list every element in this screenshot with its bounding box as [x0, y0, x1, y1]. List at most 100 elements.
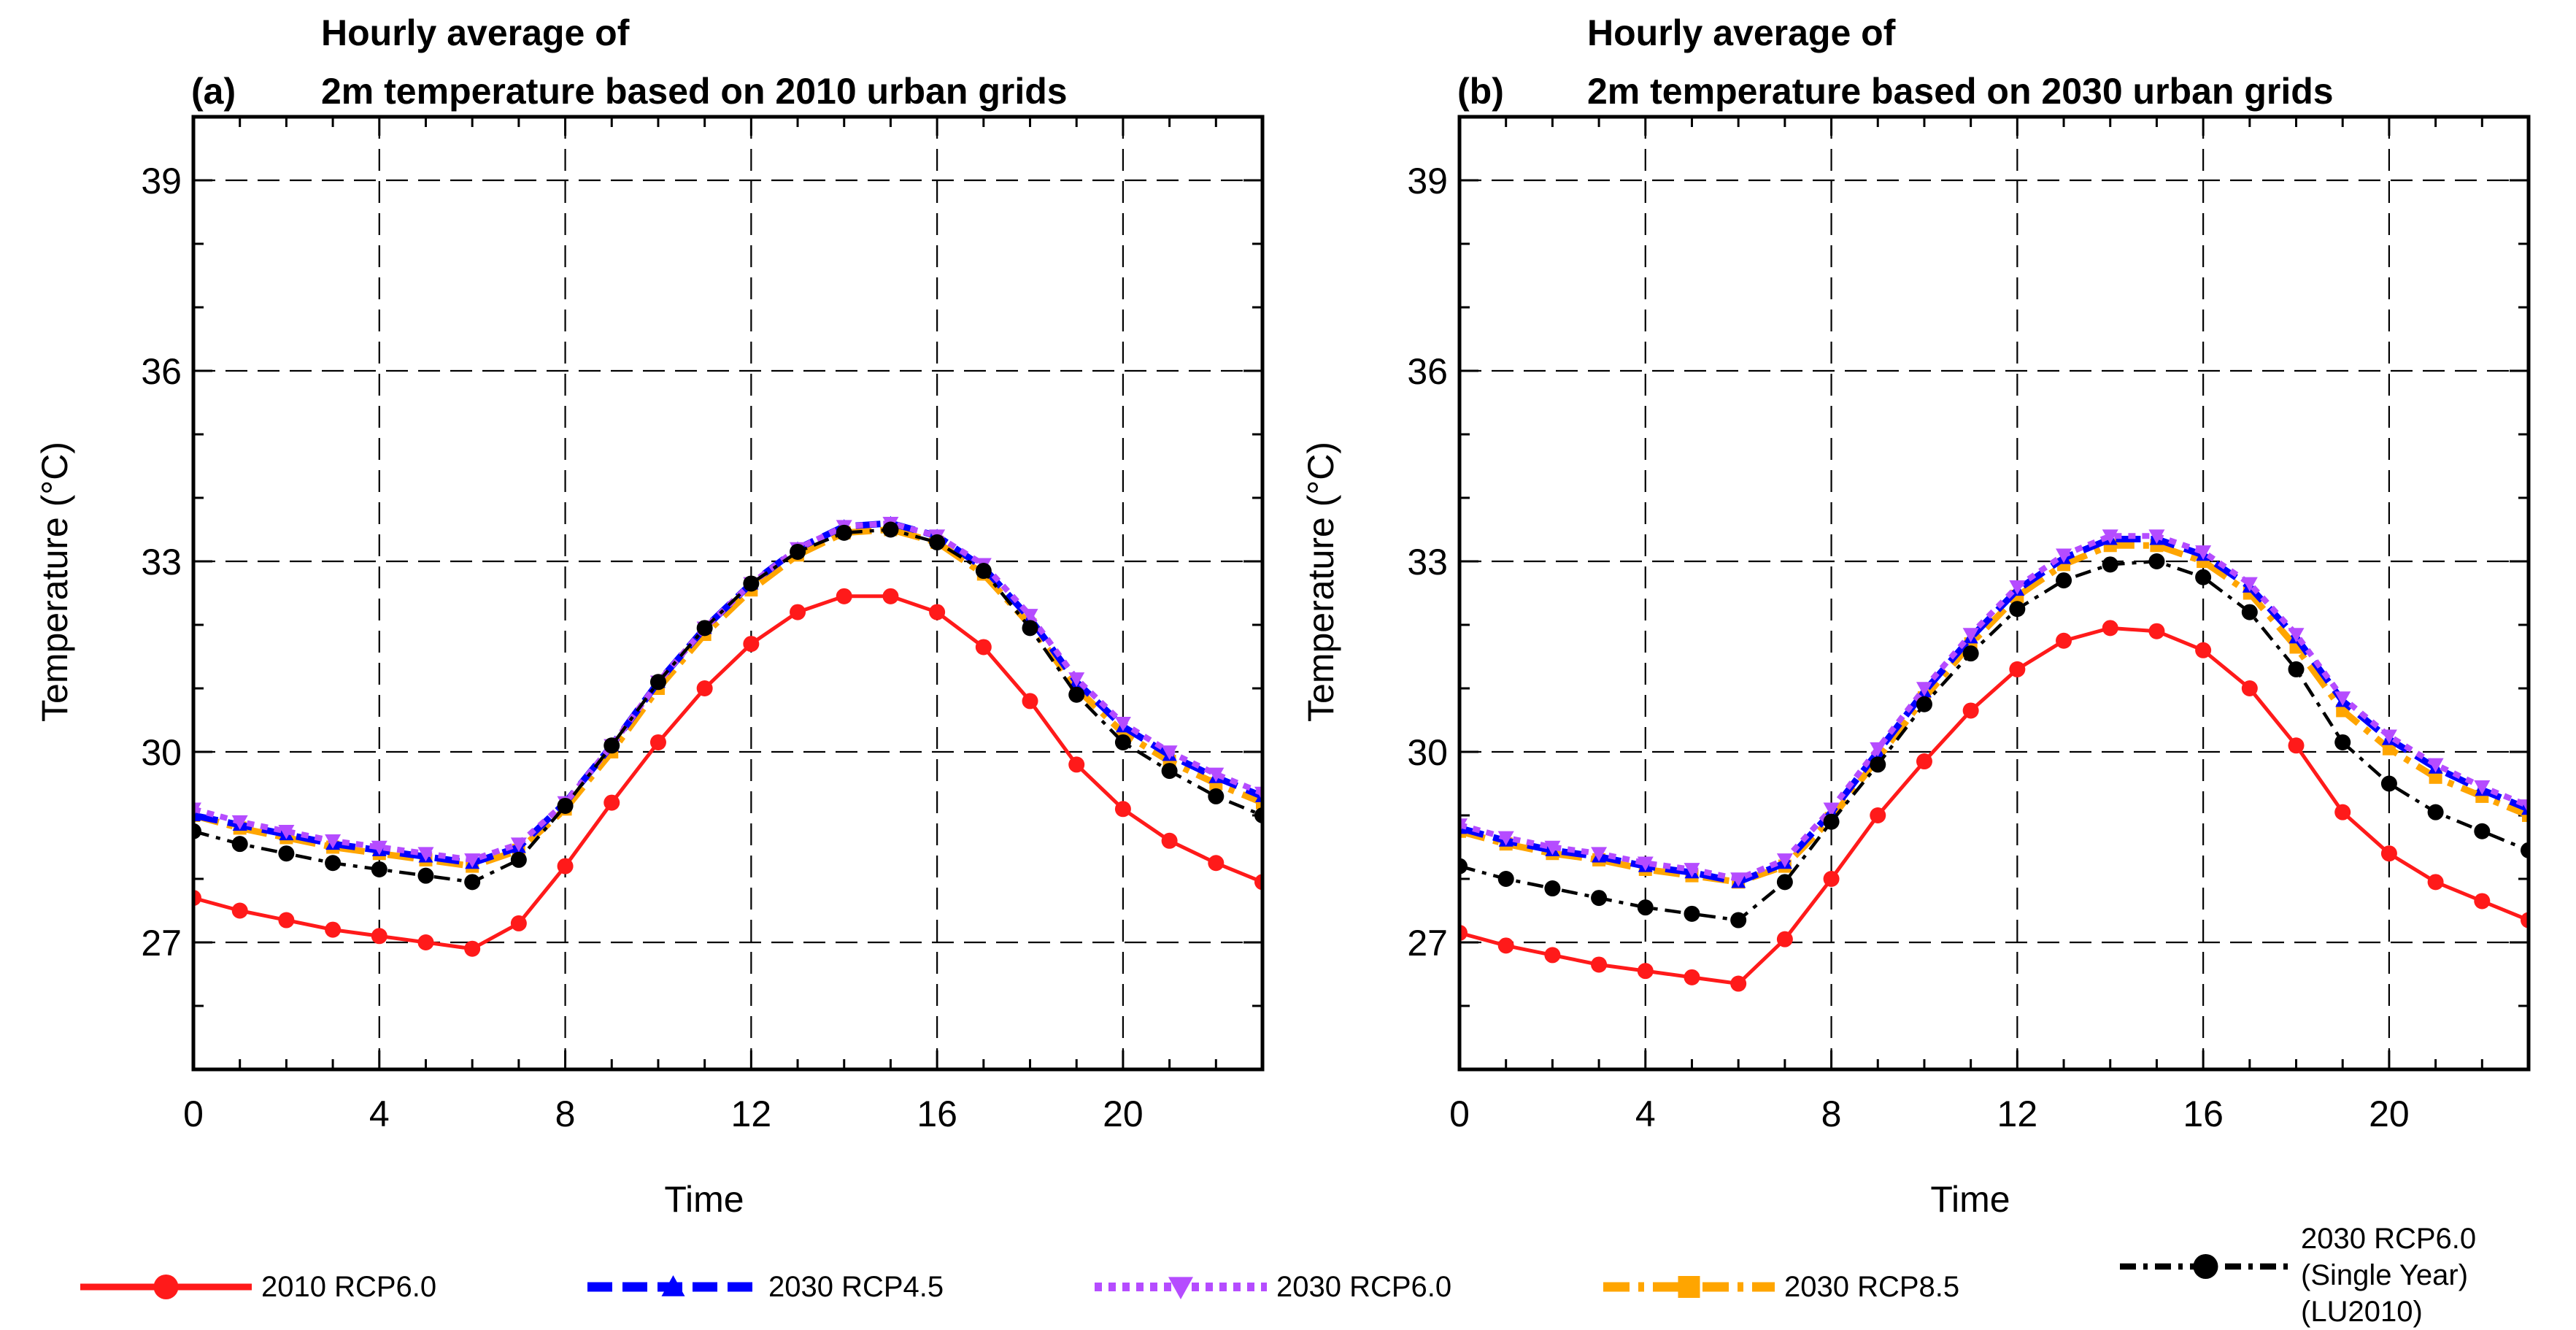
- panel-a-grid: [192, 117, 1262, 1069]
- x-tick-label: 4: [1635, 1093, 1656, 1134]
- panel-b-subtitle: 2m temperature based on 2030 urban grids: [1587, 71, 2334, 112]
- x-tick-label: 0: [1449, 1093, 1470, 1134]
- data-point: [882, 521, 899, 538]
- data-point: [2009, 580, 2026, 595]
- legend-label-2: 2030 RCP4.5: [768, 1271, 944, 1303]
- panel-b-ylabel: Temperature (°C): [1300, 442, 1341, 722]
- data-point: [1068, 686, 1085, 703]
- data-point: [882, 588, 899, 604]
- y-tick-label: 39: [1407, 161, 1448, 201]
- data-point: [325, 834, 342, 849]
- data-point: [1161, 745, 1178, 760]
- data-point: [929, 604, 946, 620]
- data-point: [1684, 863, 1700, 877]
- data-point: [1870, 742, 1886, 757]
- data-point: [1962, 645, 1979, 662]
- data-point: [1208, 767, 1225, 783]
- data-point: [231, 836, 248, 853]
- data-point: [1022, 609, 1038, 623]
- data-point: [1916, 682, 1932, 696]
- data-point: [510, 837, 527, 853]
- data-point: [1544, 947, 1561, 964]
- panel-a-ticks: [192, 115, 1264, 1071]
- legend-swatch-5: [2120, 1254, 2291, 1279]
- data-point: [1459, 924, 1468, 941]
- data-point: [1823, 802, 1840, 818]
- legend-marker: [2193, 1254, 2218, 1279]
- data-point: [325, 921, 342, 938]
- panel-a-ylabel: Temperature (°C): [34, 442, 75, 722]
- data-point: [2382, 742, 2396, 756]
- legend-swatch-1: [80, 1275, 252, 1299]
- data-point: [2056, 572, 2072, 589]
- legend-swatch-4: [1603, 1276, 1775, 1298]
- data-point: [2521, 799, 2529, 814]
- series-line: [1459, 542, 2529, 885]
- data-point: [417, 847, 434, 862]
- panel-b-chart: Hourly average of 2m temperature based o…: [1300, 12, 2531, 1220]
- x-tick-label: 0: [183, 1093, 204, 1134]
- panel-a-subtitle: 2m temperature based on 2010 urban grids: [321, 71, 1068, 112]
- data-point: [464, 853, 481, 868]
- y-tick-label: 27: [1407, 923, 1448, 964]
- data-point: [1254, 874, 1262, 891]
- data-point: [2148, 529, 2165, 545]
- data-point: [2474, 893, 2491, 910]
- data-point: [1022, 693, 1038, 710]
- data-point: [1730, 912, 1747, 929]
- legend-marker: [1168, 1277, 1193, 1299]
- data-point: [510, 851, 527, 868]
- data-point: [2474, 823, 2491, 839]
- data-point: [790, 604, 806, 620]
- panel-b-label: (b): [1457, 71, 1504, 112]
- panel-a-series-4: [193, 523, 1262, 873]
- data-point: [2380, 845, 2397, 862]
- y-tick-label: 30: [141, 732, 182, 773]
- data-point: [2102, 620, 2118, 637]
- data-point: [1208, 855, 1225, 872]
- data-point: [1208, 788, 1225, 804]
- data-point: [193, 802, 201, 818]
- data-point: [2241, 604, 2258, 620]
- data-point: [278, 845, 295, 862]
- data-point: [743, 575, 760, 592]
- data-point: [557, 797, 574, 814]
- data-point: [325, 855, 342, 872]
- data-point: [603, 794, 620, 811]
- data-point: [1591, 956, 1608, 973]
- data-point: [1114, 734, 1131, 750]
- data-point: [1776, 853, 1793, 868]
- panel-b-frame: [1457, 115, 2531, 1072]
- panel-a-series-5: [193, 521, 1262, 891]
- x-tick-label: 16: [917, 1093, 957, 1134]
- y-tick-label: 27: [141, 923, 182, 964]
- data-point: [2334, 691, 2351, 707]
- data-point: [1459, 858, 1468, 875]
- data-point: [1870, 807, 1886, 823]
- y-tick-label: 39: [141, 161, 182, 201]
- data-point: [696, 680, 713, 696]
- x-tick-label: 20: [1103, 1093, 1144, 1134]
- data-point: [2288, 628, 2305, 643]
- data-point: [193, 823, 201, 839]
- x-tick-label: 20: [2369, 1093, 2410, 1134]
- panel-a-label: (a): [191, 71, 236, 112]
- data-point: [1823, 871, 1840, 887]
- data-point: [1823, 813, 1840, 830]
- data-point: [696, 620, 713, 637]
- data-point: [1497, 831, 1514, 846]
- data-point: [464, 874, 481, 891]
- legend-swatch-2: [587, 1275, 759, 1296]
- legend-marker: [661, 1275, 685, 1296]
- panel-b-grid: [1458, 117, 2529, 1069]
- panel-b-series-5: [1459, 553, 2529, 929]
- data-point: [1459, 818, 1468, 834]
- panel-b-ticks: [1458, 115, 2530, 1071]
- series-line: [1459, 536, 2529, 885]
- data-point: [1916, 753, 1932, 770]
- data-point: [1497, 937, 1514, 954]
- legend-marker: [153, 1275, 179, 1299]
- data-point: [1776, 931, 1793, 947]
- data-point: [1684, 969, 1700, 985]
- series-line: [193, 526, 1262, 870]
